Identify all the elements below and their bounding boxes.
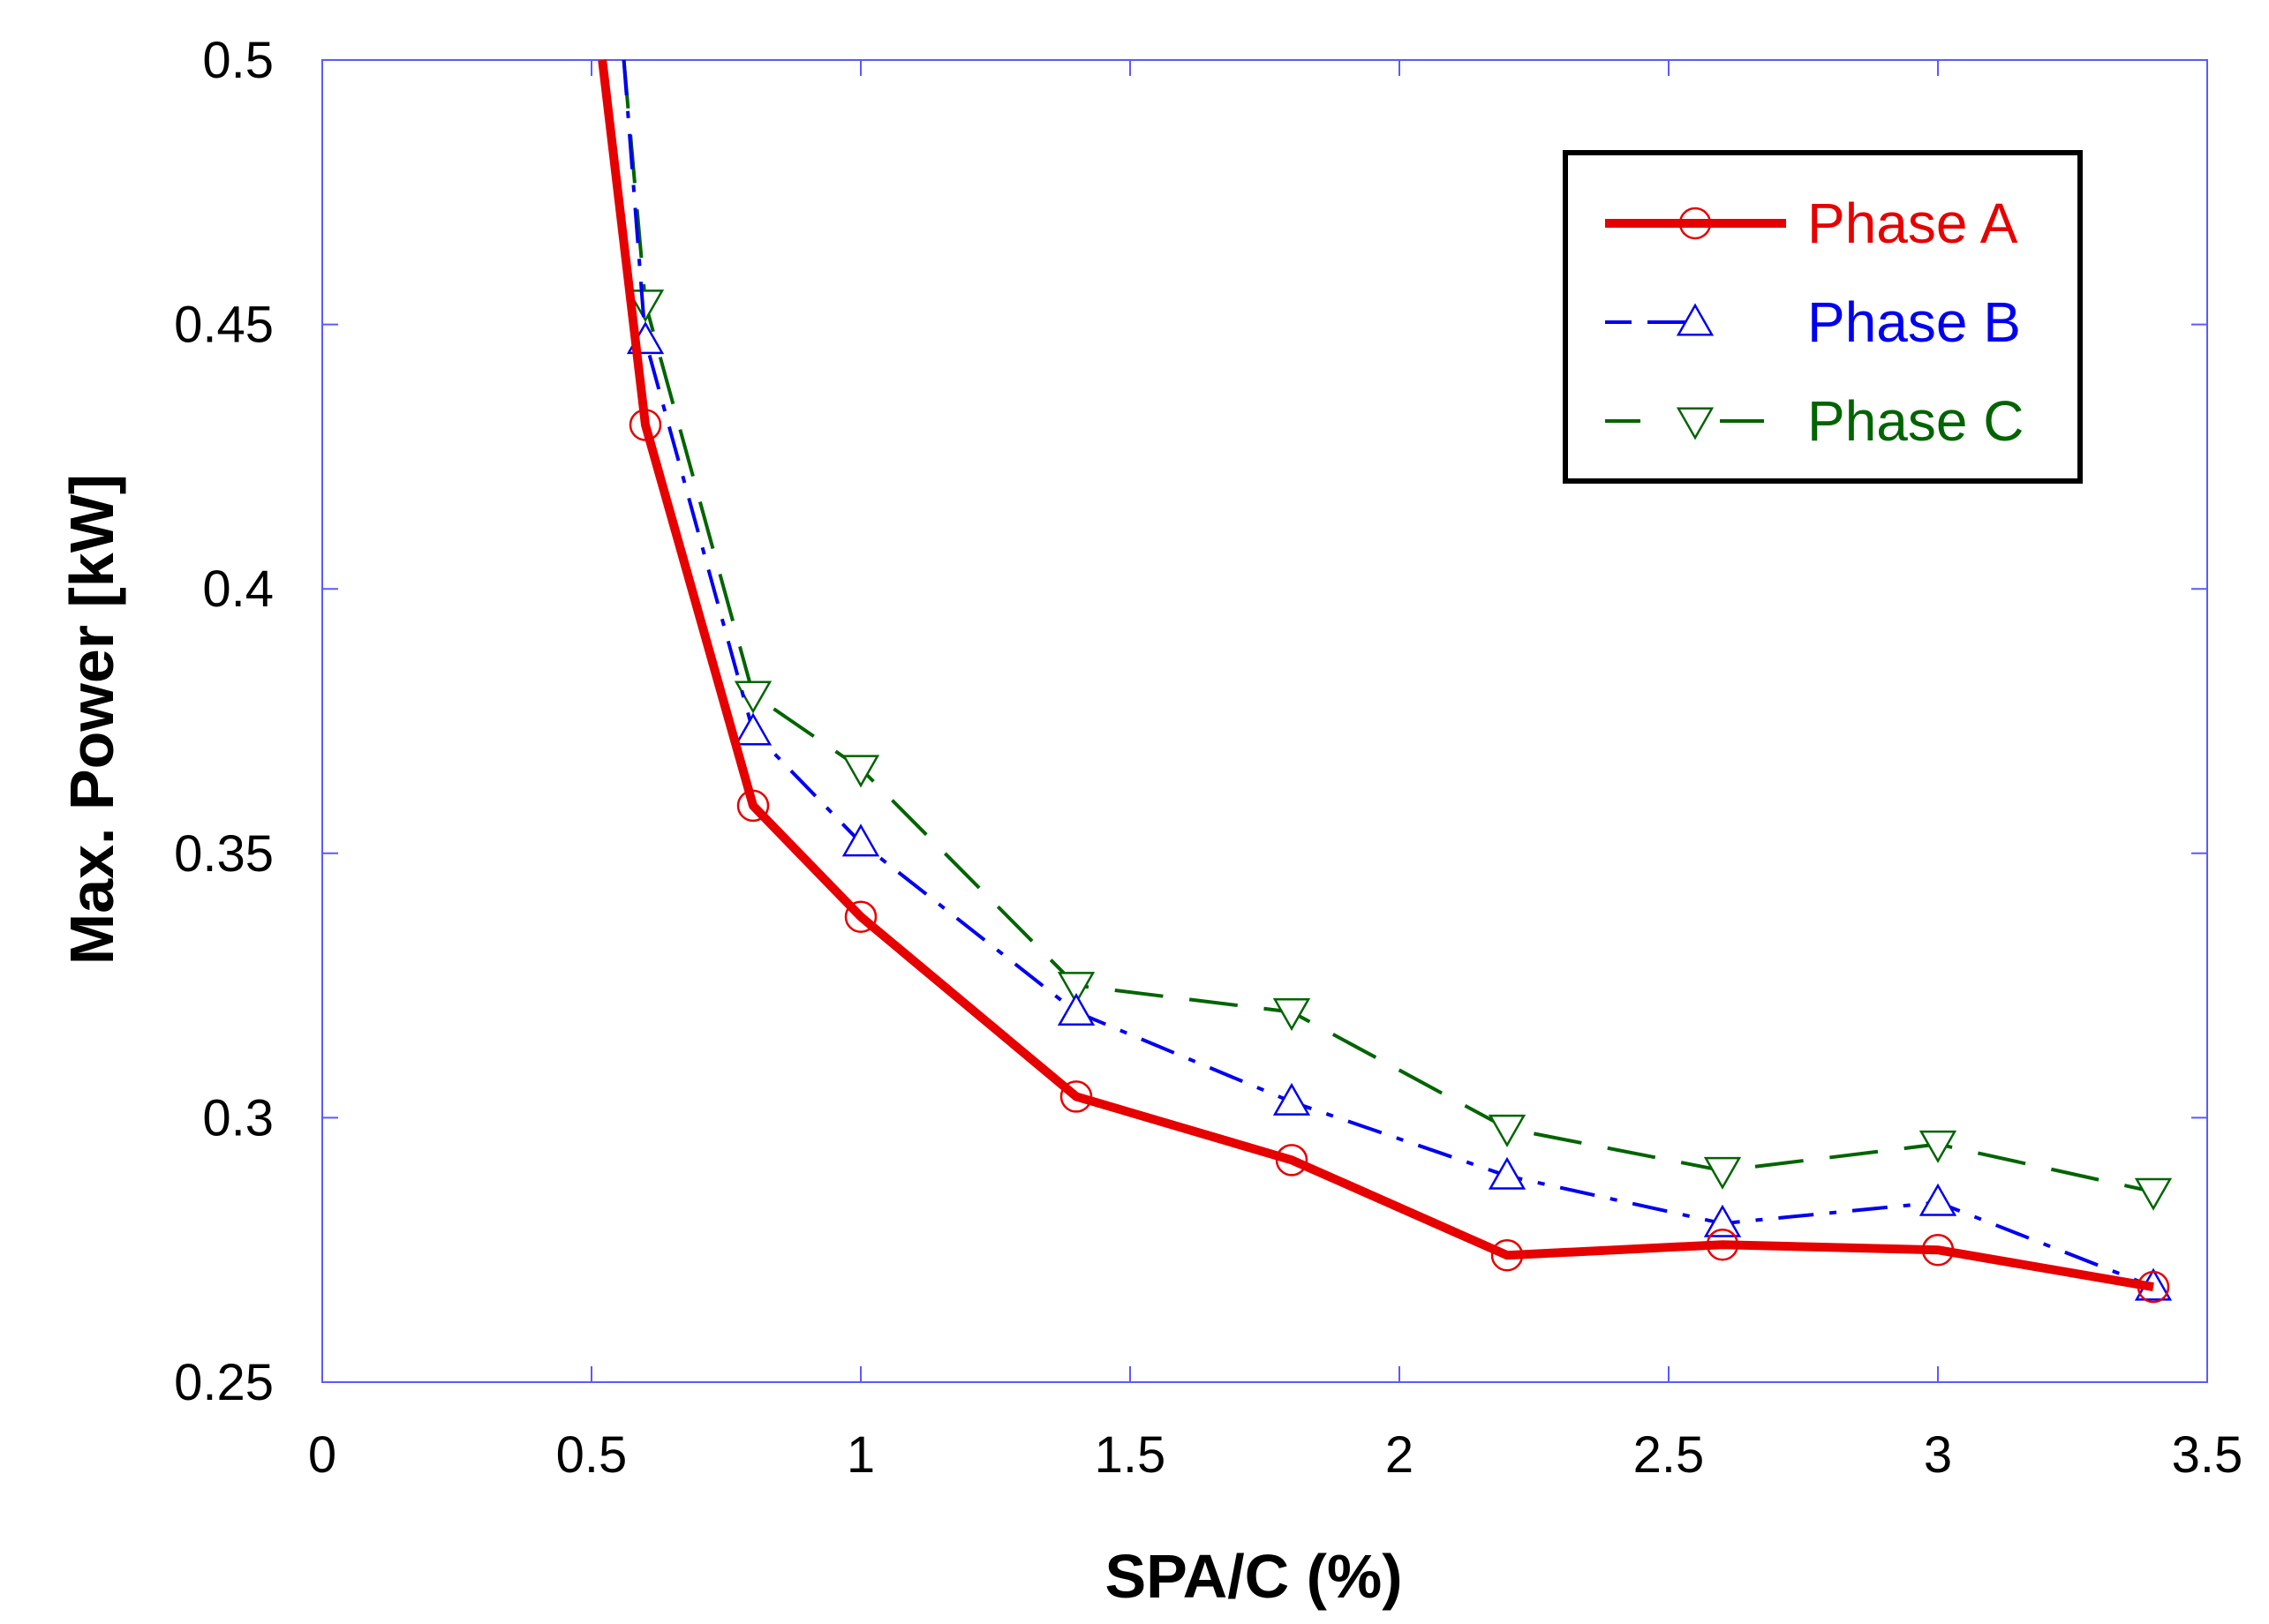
phase-a-marker: [629, 409, 662, 441]
y-tick-label: 0.5: [202, 32, 274, 89]
phase-a-marker: [736, 789, 770, 823]
legend: Phase A Phase B Phase C: [1563, 150, 2083, 484]
phase-c-marker: [1703, 1156, 1742, 1190]
phase-a-series: [598, 59, 2170, 1304]
x-tick-label: 2: [1385, 1426, 1413, 1484]
phase-b-marker: [1057, 993, 1096, 1026]
axis-ticks: [321, 59, 2208, 1383]
legend-phase-b-marker: [1676, 303, 1715, 336]
x-tick-label: 0: [308, 1426, 336, 1484]
phase-b-marker: [1703, 1204, 1742, 1237]
phase-b-marker: [1488, 1156, 1526, 1190]
axis-tick-labels: 0 0.5 1 1.5 2 2.5 3 3.5 0.25 0.3 0.35 0.4 0.45 0.5: [174, 32, 2243, 1484]
phase-a-line: [598, 59, 2154, 1292]
phase-a-marker: [844, 900, 878, 933]
y-tick-label: 0.45: [174, 297, 274, 354]
x-tick-label: 1: [847, 1426, 875, 1484]
legend-phase-b-label: Phase B: [1807, 290, 2021, 354]
series-layer: [598, 59, 2173, 1304]
phase-b-marker: [841, 823, 880, 857]
phase-a-marker: [1059, 1080, 1093, 1113]
legend-phase-a-marker: [1678, 207, 1712, 240]
phase-c-series: [622, 59, 2173, 1211]
legend-box: [1563, 150, 2083, 484]
x-tick-label: 3: [1924, 1426, 1952, 1484]
x-tick-label: 0.5: [556, 1426, 628, 1484]
x-axis-title: SPA/C (%): [1104, 1542, 1402, 1611]
legend-phase-c-label: Phase C: [1807, 389, 2024, 453]
phase-c-marker: [1272, 998, 1311, 1032]
x-tick-label: 3.5: [2172, 1426, 2243, 1484]
phase-c-marker: [626, 289, 665, 323]
phase-b-line: [622, 59, 2154, 1289]
phase-c-marker: [2134, 1177, 2173, 1211]
y-tick-label: 0.4: [202, 560, 274, 618]
phase-a-marker: [1275, 1144, 1308, 1177]
x-tick-label: 2.5: [1633, 1426, 1705, 1484]
phase-c-marker: [1488, 1114, 1526, 1147]
y-tick-label: 0.35: [174, 825, 274, 883]
phase-b-marker: [734, 712, 773, 746]
x-tick-label: 1.5: [1095, 1426, 1166, 1484]
legend-phase-a-label: Phase A: [1807, 192, 2018, 255]
phase-c-marker: [1057, 972, 1096, 1005]
phase-a-marker: [1490, 1238, 1524, 1272]
phase-b-marker: [1918, 1183, 1957, 1216]
phase-a-marker: [1921, 1233, 1955, 1267]
y-tick-label: 0.3: [202, 1089, 274, 1147]
legend-phase-c-marker: [1676, 407, 1715, 440]
phase-b-marker: [1272, 1082, 1311, 1116]
phase-c-line: [622, 59, 2154, 1194]
phase-a-marker: [1706, 1228, 1739, 1261]
y-tick-label: 0.25: [174, 1354, 274, 1411]
phase-c-marker: [841, 755, 880, 788]
phase-a-marker: [2137, 1270, 2170, 1304]
y-axis-title: Max. Power [kW]: [57, 474, 126, 965]
phase-c-marker: [1918, 1130, 1957, 1163]
